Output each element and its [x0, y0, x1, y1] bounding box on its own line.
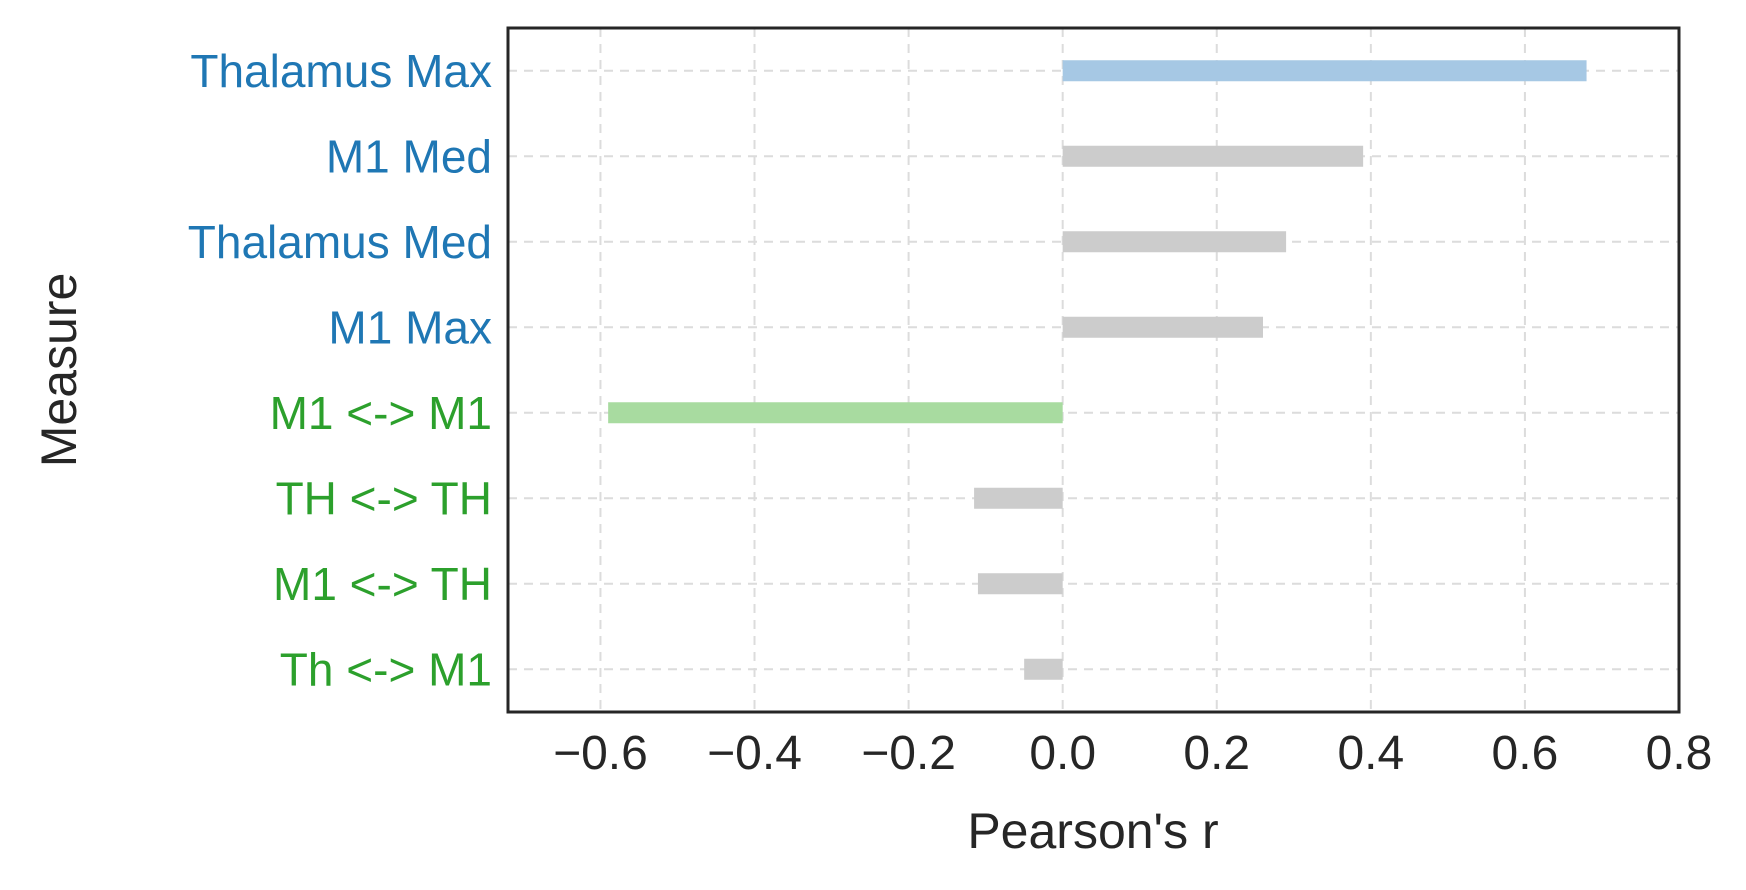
x-tick-label: −0.6: [553, 727, 648, 780]
x-tick-label: −0.2: [861, 727, 956, 780]
category-label: M1 Max: [328, 301, 492, 353]
category-label: M1 <-> M1: [270, 387, 492, 439]
x-tick-label: −0.4: [707, 727, 802, 780]
x-tick-label: 0.8: [1646, 727, 1713, 780]
bar: [977, 573, 1063, 595]
x-tick-label: 0.4: [1337, 727, 1404, 780]
category-label: Thalamus Med: [188, 216, 492, 268]
y-axis-title: Measure: [31, 273, 87, 468]
bar: [1024, 658, 1063, 680]
x-tick-label: 0.6: [1492, 727, 1559, 780]
category-label: TH <-> TH: [276, 472, 492, 524]
x-tick-label: 0.0: [1029, 727, 1096, 780]
bars: [608, 60, 1587, 680]
category-label: M1 <-> TH: [273, 558, 492, 610]
category-label: Thalamus Max: [190, 45, 492, 97]
bar: [1062, 231, 1287, 253]
x-tick-label: 0.2: [1183, 727, 1250, 780]
bar: [1062, 316, 1263, 338]
bar: [608, 402, 1063, 424]
bar: [974, 487, 1063, 509]
x-tick-labels: −0.6 −0.4 −0.2 0.0 0.2 0.4 0.6 0.8: [553, 727, 1712, 780]
bar: [1062, 145, 1364, 167]
category-labels: Thalamus Max M1 Med Thalamus Med M1 Max M1 <…: [188, 45, 492, 696]
plot-frame: [506, 26, 1681, 714]
category-label: Th <-> M1: [280, 643, 492, 695]
x-axis-title: Pearson's r: [967, 803, 1218, 859]
category-label: M1 Med: [326, 130, 492, 182]
bar: [1062, 60, 1587, 82]
gridlines: [508, 28, 1680, 712]
